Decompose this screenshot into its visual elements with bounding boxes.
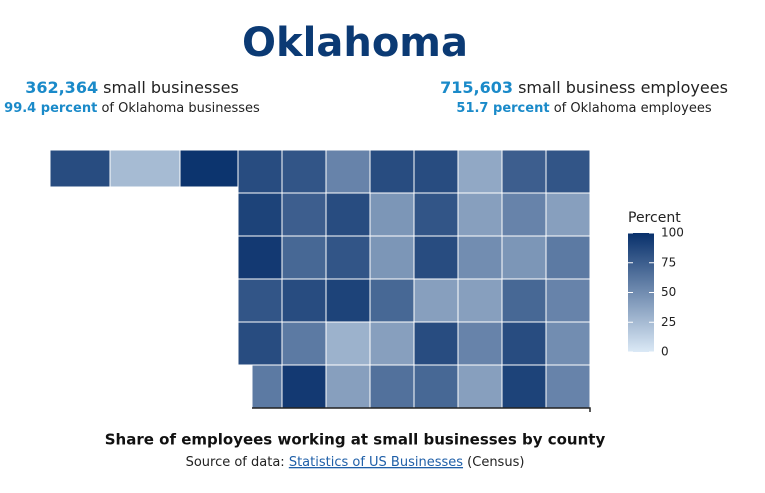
county: [237, 235, 283, 280]
county: [325, 321, 371, 366]
stat-line: 99.4 percent of Oklahoma businesses: [4, 101, 260, 116]
title: Oklahoma: [242, 20, 468, 66]
county: [545, 192, 591, 237]
county: [281, 149, 327, 194]
legend-title: Percent: [628, 210, 681, 226]
stat-number: 362,364: [25, 78, 98, 97]
stat-line: 362,364 small businesses: [25, 78, 239, 97]
county: [237, 192, 283, 237]
county: [281, 364, 327, 409]
county: [179, 149, 239, 188]
stat-text: small business employees: [518, 78, 728, 97]
stat-text: small businesses: [103, 78, 239, 97]
county: [501, 278, 547, 323]
source-prefix: Source of data:: [186, 455, 285, 470]
county: [545, 149, 591, 194]
colorbar-tick-label: 0: [661, 345, 669, 359]
county: [251, 364, 283, 409]
county: [325, 192, 371, 237]
stat-line: 715,603 small business employees: [440, 78, 728, 97]
county: [49, 149, 111, 188]
county: [413, 149, 459, 194]
source: Source of data: Statistics of US Busines…: [186, 455, 525, 470]
county: [369, 278, 415, 323]
colorbar-tick-label: 50: [661, 285, 676, 299]
county: [457, 321, 503, 366]
county: [501, 235, 547, 280]
county: [501, 321, 547, 366]
county: [545, 364, 591, 409]
colorbar-tick-label: 25: [661, 315, 676, 329]
source-link[interactable]: Statistics of US Businesses: [289, 455, 463, 470]
county: [369, 321, 415, 366]
county: [369, 364, 415, 409]
county: [501, 149, 547, 194]
county: [545, 235, 591, 280]
county: [325, 235, 371, 280]
colorbar-tick-label: 75: [661, 255, 676, 269]
stat-text: of Oklahoma businesses: [101, 101, 260, 116]
stat-number: 715,603: [440, 78, 513, 97]
stat-share: 51.7 percent: [456, 101, 549, 116]
county: [457, 149, 503, 194]
caption: Share of employees working at small busi…: [105, 431, 606, 449]
county: [413, 278, 459, 323]
stat-share: 99.4 percent: [4, 101, 97, 116]
county: [325, 278, 371, 323]
colorbar-tick-label: 100: [661, 226, 684, 240]
county: [545, 321, 591, 366]
county: [237, 278, 283, 323]
stat-text: of Oklahoma employees: [554, 101, 712, 116]
county: [369, 149, 415, 194]
county: [281, 321, 327, 366]
county: [457, 364, 503, 409]
stat-line: 51.7 percent of Oklahoma employees: [456, 101, 711, 116]
county: [369, 235, 415, 280]
county: [369, 192, 415, 237]
county: [237, 321, 283, 366]
legend: Percent 0 25 50 75 100: [628, 210, 684, 359]
county: [413, 321, 459, 366]
county: [413, 192, 459, 237]
county: [501, 192, 547, 237]
county-map: [49, 149, 591, 412]
county: [281, 192, 327, 237]
county: [413, 364, 459, 409]
county: [545, 278, 591, 323]
county: [325, 364, 371, 409]
county: [281, 278, 327, 323]
source-suffix: (Census): [467, 455, 524, 470]
county: [237, 149, 283, 194]
county: [281, 235, 327, 280]
county: [457, 192, 503, 237]
county: [501, 364, 547, 409]
county: [457, 278, 503, 323]
state-border: [252, 407, 591, 412]
county: [325, 149, 371, 194]
county: [457, 235, 503, 280]
county: [109, 149, 181, 188]
county: [413, 235, 459, 280]
